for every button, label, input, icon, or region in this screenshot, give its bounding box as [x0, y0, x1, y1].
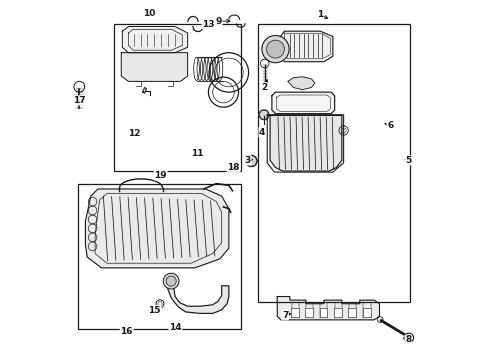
Bar: [291, 308, 299, 317]
Text: 18: 18: [227, 163, 240, 172]
Polygon shape: [122, 53, 188, 81]
Text: 15: 15: [148, 306, 161, 315]
Text: 7: 7: [282, 311, 288, 320]
Polygon shape: [272, 92, 335, 114]
Text: 14: 14: [169, 323, 182, 332]
Text: 16: 16: [121, 327, 133, 336]
Text: 3: 3: [245, 156, 251, 165]
Text: 1: 1: [317, 10, 323, 19]
Circle shape: [163, 273, 179, 289]
Polygon shape: [168, 282, 229, 314]
Text: 10: 10: [143, 9, 155, 18]
Polygon shape: [122, 27, 188, 53]
Polygon shape: [245, 156, 257, 166]
Text: 11: 11: [192, 149, 204, 158]
Bar: [319, 308, 327, 317]
Polygon shape: [277, 297, 379, 320]
Polygon shape: [270, 116, 342, 171]
Polygon shape: [288, 77, 315, 90]
Circle shape: [267, 40, 285, 58]
Bar: [348, 308, 356, 317]
Text: 8: 8: [405, 335, 411, 344]
Text: 17: 17: [73, 96, 86, 105]
Text: 19: 19: [154, 171, 167, 180]
Text: 5: 5: [405, 156, 411, 165]
Bar: [334, 308, 342, 317]
Bar: [114, 24, 242, 171]
Text: 9: 9: [216, 17, 222, 26]
Bar: [258, 24, 410, 302]
Text: 6: 6: [387, 121, 393, 130]
Circle shape: [262, 36, 289, 63]
Polygon shape: [279, 31, 333, 62]
Polygon shape: [85, 189, 229, 268]
Text: 12: 12: [128, 129, 141, 138]
Bar: [305, 308, 313, 317]
Bar: [363, 308, 370, 317]
Bar: [78, 184, 242, 329]
Text: 13: 13: [202, 19, 215, 28]
Text: 2: 2: [262, 83, 268, 92]
Text: 4: 4: [259, 128, 266, 137]
Polygon shape: [259, 111, 269, 119]
Circle shape: [166, 276, 176, 286]
